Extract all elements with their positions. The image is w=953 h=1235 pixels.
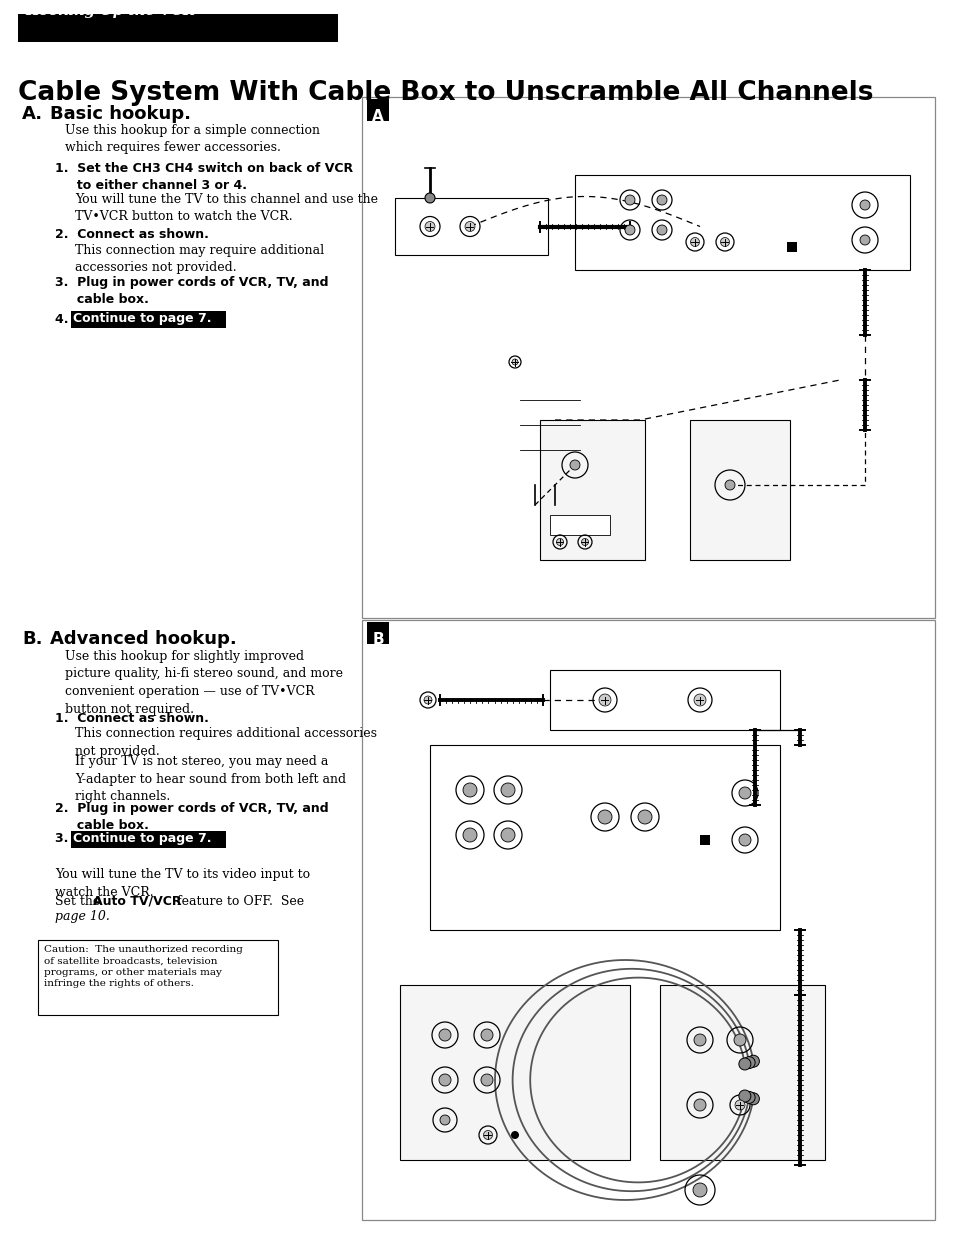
Circle shape: [738, 1058, 750, 1070]
Circle shape: [438, 1074, 451, 1086]
Bar: [367, 99, 389, 121]
Circle shape: [511, 1131, 518, 1139]
Circle shape: [742, 1057, 755, 1068]
Text: 1.  Set the CH3 CH4 switch on back of VCR
     to either channel 3 or 4.: 1. Set the CH3 CH4 switch on back of VCR…: [55, 162, 353, 191]
Bar: [71, 311, 226, 329]
Circle shape: [739, 834, 750, 846]
Circle shape: [638, 810, 651, 824]
Circle shape: [859, 200, 869, 210]
Circle shape: [746, 1093, 759, 1105]
Circle shape: [859, 235, 869, 245]
Text: Caution:  The unauthorized recording
of satellite broadcasts, television
program: Caution: The unauthorized recording of s…: [44, 945, 243, 988]
Text: Use this hookup for slightly improved
picture quality, hi-fi stereo sound, and m: Use this hookup for slightly improved pi…: [65, 650, 343, 715]
Text: This connection requires additional accessories
not provided.: This connection requires additional acce…: [75, 727, 376, 757]
Bar: [550, 671, 780, 730]
Text: 3.  Plug in power cords of VCR, TV, and
     cable box.: 3. Plug in power cords of VCR, TV, and c…: [55, 275, 328, 306]
Circle shape: [464, 221, 475, 231]
Text: Hooking Up the VCR: Hooking Up the VCR: [25, 4, 194, 19]
Circle shape: [439, 1115, 450, 1125]
Bar: [18, 14, 337, 42]
Text: Advanced hookup.: Advanced hookup.: [50, 630, 236, 648]
Text: B.: B.: [22, 630, 43, 648]
Circle shape: [598, 810, 612, 824]
Bar: [367, 622, 389, 643]
Bar: [38, 940, 277, 1015]
Bar: [786, 242, 796, 252]
Circle shape: [739, 787, 750, 799]
Bar: [361, 98, 934, 618]
Circle shape: [693, 1034, 705, 1046]
Circle shape: [462, 827, 476, 842]
Circle shape: [657, 225, 666, 235]
Circle shape: [624, 225, 635, 235]
Circle shape: [738, 1091, 750, 1102]
Text: This connection may require additional
accessories not provided.: This connection may require additional a…: [75, 245, 324, 274]
Bar: [659, 986, 824, 1160]
Text: A.: A.: [22, 105, 43, 124]
Bar: [399, 986, 629, 1160]
Circle shape: [438, 1029, 451, 1041]
Text: Continue to page 7.: Continue to page 7.: [73, 832, 212, 845]
Bar: [550, 515, 609, 535]
Circle shape: [733, 1034, 745, 1046]
Bar: [575, 175, 909, 270]
Circle shape: [693, 1099, 705, 1112]
Text: 2.  Connect as shown.: 2. Connect as shown.: [55, 228, 209, 241]
Circle shape: [480, 1029, 493, 1041]
Text: 1.  Connect as shown.: 1. Connect as shown.: [55, 713, 209, 725]
Bar: [430, 745, 780, 930]
Text: 3.: 3.: [55, 832, 77, 845]
Circle shape: [598, 694, 610, 706]
Bar: [689, 420, 789, 559]
Circle shape: [746, 1055, 759, 1067]
Circle shape: [480, 1074, 493, 1086]
Text: You will tune the TV to its video input to
watch the VCR.: You will tune the TV to its video input …: [55, 868, 310, 899]
Circle shape: [512, 359, 517, 366]
Circle shape: [500, 783, 515, 797]
Bar: [71, 831, 226, 848]
Text: Basic hookup.: Basic hookup.: [50, 105, 191, 124]
Circle shape: [462, 783, 476, 797]
Circle shape: [624, 195, 635, 205]
Bar: [700, 835, 709, 845]
Circle shape: [423, 697, 432, 704]
Text: You will tune the TV to this channel and use the
TV•VCR button to watch the VCR.: You will tune the TV to this channel and…: [75, 193, 377, 224]
Text: Cable System With Cable Box to Unscramble All Channels: Cable System With Cable Box to Unscrambl…: [18, 80, 873, 106]
Circle shape: [483, 1130, 492, 1140]
Polygon shape: [510, 750, 599, 864]
Circle shape: [692, 1183, 706, 1197]
Circle shape: [690, 237, 699, 247]
Text: Continue to page 7.: Continue to page 7.: [73, 312, 212, 325]
Text: feature to OFF.  See: feature to OFF. See: [172, 895, 304, 908]
Bar: [395, 198, 547, 254]
Text: A: A: [372, 109, 383, 124]
Circle shape: [720, 237, 729, 247]
Text: 4.: 4.: [55, 312, 77, 326]
Text: 2.  Plug in power cords of VCR, TV, and
     cable box.: 2. Plug in power cords of VCR, TV, and c…: [55, 802, 328, 832]
Circle shape: [581, 538, 588, 546]
Text: page 10.: page 10.: [55, 910, 110, 923]
Circle shape: [742, 1092, 755, 1103]
Circle shape: [500, 827, 515, 842]
Text: B: B: [372, 632, 383, 647]
Text: If your TV is not stereo, you may need a
Y-adapter to hear sound from both left : If your TV is not stereo, you may need a…: [75, 755, 346, 803]
Bar: [361, 620, 934, 1220]
Circle shape: [569, 459, 579, 471]
Text: Set the: Set the: [55, 895, 104, 908]
Circle shape: [693, 694, 705, 706]
Circle shape: [657, 195, 666, 205]
Circle shape: [424, 221, 435, 231]
Circle shape: [556, 538, 563, 546]
Text: Auto TV/VCR: Auto TV/VCR: [92, 895, 181, 908]
Circle shape: [424, 193, 435, 203]
Circle shape: [734, 1100, 744, 1110]
Circle shape: [724, 480, 734, 490]
Text: Use this hookup for a simple connection
which requires fewer accessories.: Use this hookup for a simple connection …: [65, 124, 319, 154]
Bar: [539, 420, 644, 559]
